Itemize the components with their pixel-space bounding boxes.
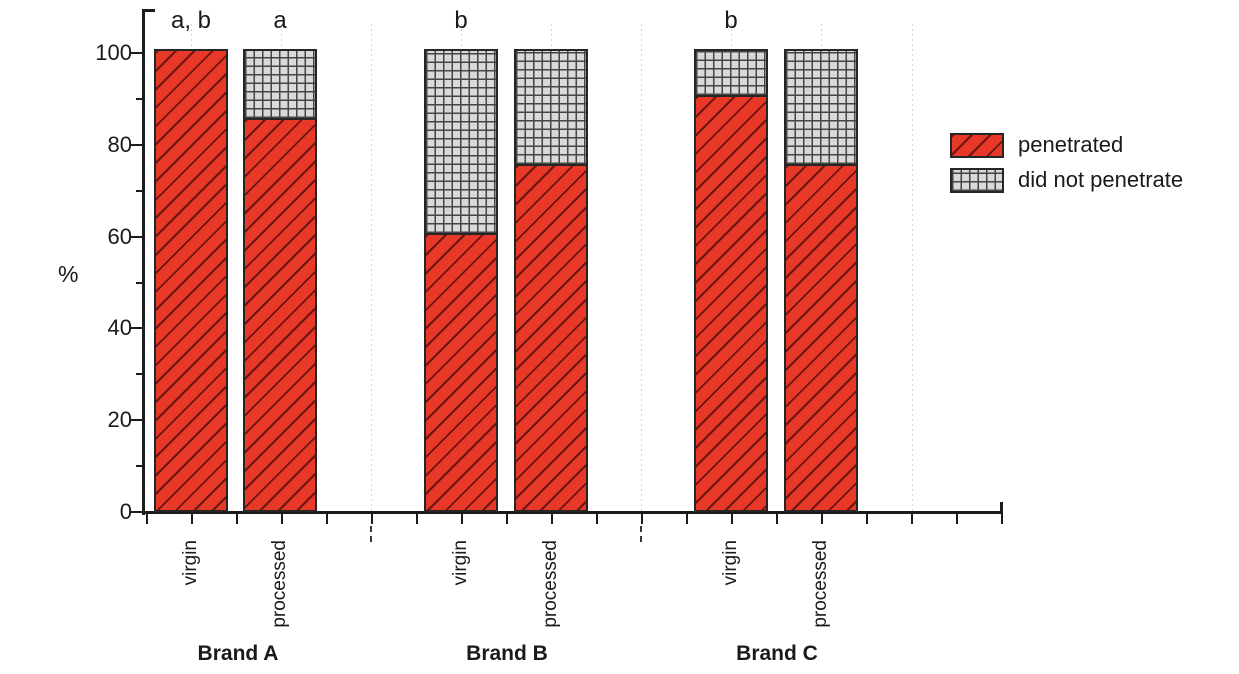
bar-annotation: a, b bbox=[170, 7, 212, 34]
x-axis-tick bbox=[281, 514, 283, 524]
segment-penetrated bbox=[426, 234, 496, 510]
group-label-brand-c: Brand C bbox=[736, 642, 818, 665]
bar-processed-5 bbox=[784, 49, 858, 512]
segment-did-not-penetrate bbox=[426, 51, 496, 235]
x-axis-tick bbox=[911, 514, 913, 524]
bar-virgin-0 bbox=[154, 49, 228, 512]
y-tick-label: 40 bbox=[107, 315, 132, 341]
bar-virgin-4 bbox=[694, 49, 768, 512]
x-axis bbox=[142, 511, 1003, 514]
x-axis-tick bbox=[326, 514, 328, 524]
y-axis bbox=[142, 9, 145, 515]
y-tick-label: 100 bbox=[95, 40, 132, 65]
group-separator-dash bbox=[370, 526, 372, 542]
y-tick-label: 0 bbox=[119, 499, 132, 524]
segment-penetrated bbox=[786, 165, 856, 510]
penetrated-swatch-icon bbox=[950, 132, 1004, 158]
segment-did-not-penetrate bbox=[245, 51, 315, 120]
y-axis-major-tick bbox=[131, 327, 143, 330]
segment-penetrated bbox=[516, 165, 586, 510]
y-axis-top-cap bbox=[142, 9, 155, 12]
segment-did-not-penetrate bbox=[696, 51, 766, 97]
y-tick-label: 60 bbox=[107, 223, 132, 249]
x-axis-tick bbox=[866, 514, 868, 524]
y-tick-label: 20 bbox=[107, 407, 132, 433]
y-axis-major-tick bbox=[131, 52, 143, 54]
bar-virgin-2 bbox=[424, 49, 498, 512]
y-axis-minor-tick bbox=[136, 97, 143, 100]
x-axis-tick bbox=[956, 514, 958, 524]
y-tick-label: 80 bbox=[107, 131, 132, 157]
x-axis-tick bbox=[776, 514, 778, 524]
gridline bbox=[641, 24, 642, 511]
segment-did-not-penetrate bbox=[516, 51, 586, 166]
group-label-brand-a: Brand A bbox=[197, 642, 279, 665]
y-axis-minor-tick bbox=[136, 373, 143, 376]
group-separator-dash bbox=[640, 526, 642, 542]
y-axis-major-tick bbox=[131, 235, 143, 238]
x-axis-tick bbox=[146, 514, 148, 524]
y-axis-minor-tick bbox=[136, 281, 143, 284]
x-axis-tick bbox=[596, 514, 598, 524]
x-axis-tick bbox=[731, 514, 733, 524]
y-axis-minor-tick bbox=[136, 189, 143, 192]
legend-label-did-not-penetrate: did not penetrate bbox=[1018, 167, 1184, 192]
segment-penetrated bbox=[245, 119, 315, 510]
bar-annotation: b bbox=[454, 7, 468, 34]
x-category-label-text: virgin bbox=[720, 540, 741, 586]
gridline bbox=[912, 24, 913, 511]
x-axis-right-cap bbox=[1000, 502, 1003, 514]
bar-annotation: b bbox=[724, 7, 738, 34]
segment-did-not-penetrate bbox=[786, 51, 856, 166]
x-axis-tick bbox=[191, 514, 193, 524]
x-category-label-text: processed bbox=[269, 540, 290, 628]
legend: penetrated did not penetrate bbox=[950, 132, 1183, 202]
x-axis-tick bbox=[506, 514, 508, 524]
x-category-label-text: processed bbox=[540, 540, 561, 628]
x-axis-tick bbox=[821, 514, 823, 524]
x-axis-tick bbox=[686, 514, 688, 524]
y-axis-major-tick bbox=[131, 419, 143, 422]
y-axis-label: % bbox=[58, 261, 79, 287]
legend-label-penetrated: penetrated bbox=[1018, 132, 1124, 157]
x-category-label-text: virgin bbox=[450, 540, 471, 586]
x-axis-tick bbox=[236, 514, 238, 524]
segment-penetrated bbox=[156, 51, 226, 510]
x-axis-tick bbox=[641, 514, 643, 524]
y-axis-major-tick bbox=[131, 143, 143, 146]
did-not-penetrate-swatch-icon bbox=[950, 167, 1004, 193]
x-axis-tick bbox=[371, 514, 373, 524]
x-category-label-text: virgin bbox=[180, 540, 201, 586]
x-axis-tick bbox=[461, 514, 463, 524]
gridline bbox=[371, 24, 372, 511]
bar-processed-3 bbox=[514, 49, 588, 512]
group-label-brand-b: Brand B bbox=[466, 642, 548, 665]
bar-annotation: a bbox=[273, 7, 287, 34]
bar-processed-1 bbox=[243, 49, 317, 512]
x-axis-tick bbox=[1001, 514, 1003, 524]
x-category-label-text: processed bbox=[810, 540, 831, 628]
legend-item-did-not-penetrate: did not penetrate bbox=[950, 167, 1183, 193]
segment-penetrated bbox=[696, 96, 766, 510]
x-axis-tick bbox=[416, 514, 418, 524]
x-axis-tick bbox=[551, 514, 553, 524]
legend-item-penetrated: penetrated bbox=[950, 132, 1183, 158]
y-axis-minor-tick bbox=[136, 465, 143, 468]
y-axis-major-tick bbox=[131, 511, 143, 513]
